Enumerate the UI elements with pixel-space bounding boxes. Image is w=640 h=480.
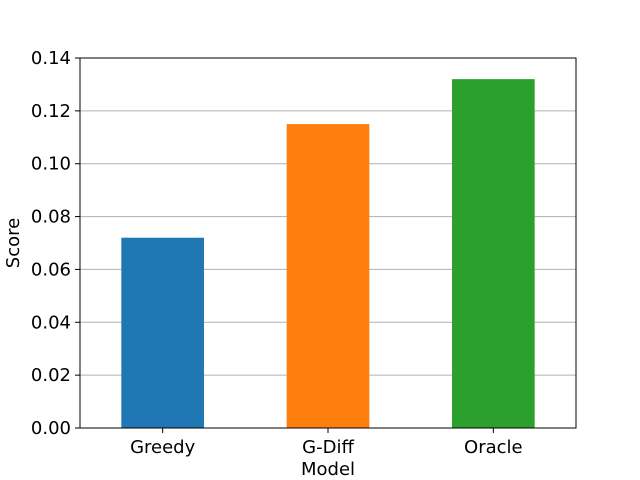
y-tick-label: 0.04 — [31, 312, 71, 333]
y-tick-label: 0.00 — [31, 418, 71, 439]
x-axis-label: Model — [301, 459, 355, 480]
y-tick-label: 0.10 — [31, 154, 71, 175]
y-tick-label: 0.12 — [31, 101, 71, 122]
bars — [121, 79, 535, 429]
x-tick-label: Oracle — [464, 437, 523, 458]
bar-greedy — [121, 237, 204, 428]
y-tick-label: 0.08 — [31, 207, 71, 228]
bar-oracle — [452, 79, 535, 429]
y-tick-label: 0.06 — [31, 259, 71, 280]
y-tick-label: 0.14 — [31, 48, 71, 69]
y-tick-label: 0.02 — [31, 365, 71, 386]
y-axis-ticks: 0.00 0.02 0.04 0.06 0.08 0.10 0.12 0.14 — [31, 48, 80, 439]
y-axis-label: Score — [3, 218, 24, 268]
x-tick-label: G-Diff — [302, 437, 354, 458]
x-tick-label: Greedy — [130, 437, 196, 458]
bar-g-diff — [286, 124, 370, 429]
x-axis-ticks: Greedy G-Diff Oracle — [130, 428, 523, 458]
